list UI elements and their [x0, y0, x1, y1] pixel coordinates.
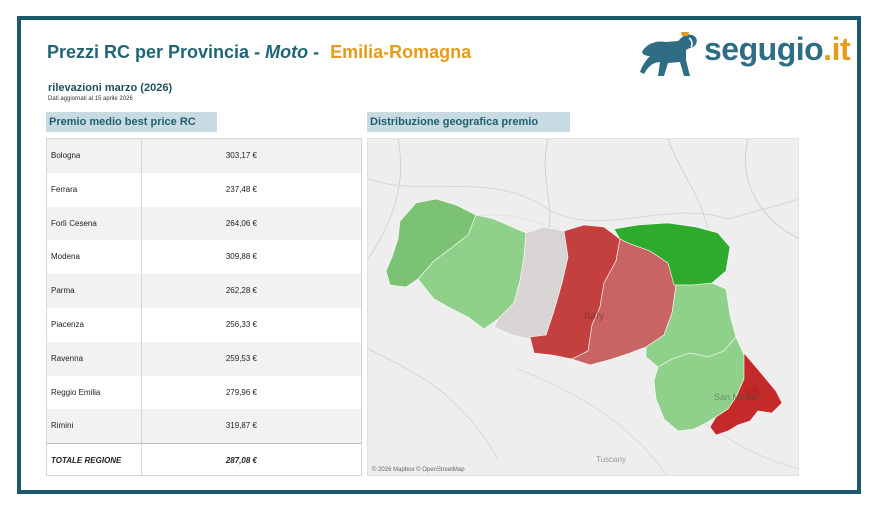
map-attribution[interactable]: © 2026 Mapbox © OpenStreetMap	[372, 467, 465, 473]
province-price: 264,06 €	[225, 218, 257, 228]
province-name: Forlì Cesena	[51, 218, 97, 228]
table-row[interactable]: Ferrara 237,48 €	[47, 173, 361, 207]
table-row[interactable]: Modena 309,88 €	[47, 240, 361, 274]
map-label-sanmarino: San Marino	[714, 392, 761, 402]
title-separator: -	[313, 42, 320, 62]
province-name: Bologna	[51, 151, 81, 160]
title-region: Emilia-Romagna	[330, 42, 472, 62]
price-table: Bologna 303,17 € Ferrara 237,48 € Forlì …	[46, 138, 362, 476]
province-name: Ravenna	[51, 353, 84, 363]
province-parma[interactable]	[417, 214, 527, 330]
survey-label: rilevazioni marzo (2026)	[48, 82, 173, 94]
map-canvas	[368, 139, 798, 475]
table-row[interactable]: Ravenna 259,53 €	[47, 341, 361, 376]
logo-wordmark: segugio.it	[704, 31, 851, 68]
dashboard-frame: Prezzi RC per Provincia - Moto - Emilia-…	[17, 16, 861, 494]
dog-icon	[640, 32, 697, 76]
column-divider	[141, 139, 142, 475]
total-price: 287,08 €	[225, 456, 257, 466]
title-vehicle: Moto	[265, 42, 309, 62]
province-price: 256,33 €	[225, 320, 257, 329]
title-prefix: Prezzi RC per Provincia -	[47, 42, 261, 62]
logo-suffix: .it	[823, 31, 851, 67]
province-price: 262,28 €	[225, 286, 257, 296]
total-row[interactable]: TOTALE REGIONE 287,08 €	[47, 443, 361, 477]
segugio-logo[interactable]: segugio.it	[636, 26, 851, 82]
province-name: Modena	[51, 252, 80, 262]
province-name: Reggio Emilia	[51, 387, 101, 397]
province-name: Rimini	[51, 421, 74, 431]
province-price: 237,48 €	[225, 184, 257, 194]
province-name: Ferrara	[51, 184, 78, 194]
province-price: 309,88 €	[225, 252, 257, 262]
map-section-label: Distribuzione geografica premio	[367, 112, 570, 132]
table-row[interactable]: Parma 262,28 €	[47, 274, 361, 308]
choropleth-map[interactable]: Italy San Marino Tuscany © 2026 Mapbox ©…	[367, 138, 799, 476]
map-label-tuscany: Tuscany	[596, 455, 626, 464]
province-price: 319,87 €	[225, 421, 257, 431]
updated-date: Dati aggiornati al 15 aprile 2026	[48, 96, 133, 102]
map-label-italy: Italy	[584, 310, 605, 322]
page-title: Prezzi RC per Provincia - Moto - Emilia-…	[47, 42, 471, 63]
total-label: TOTALE REGIONE	[51, 456, 122, 466]
table-row[interactable]: Reggio Emilia 279,96 €	[47, 376, 361, 410]
table-row[interactable]: Forlì Cesena 264,06 €	[47, 206, 361, 241]
logo-name: segugio	[704, 31, 824, 67]
table-section-label: Premio medio best price RC	[46, 112, 217, 132]
province-price: 279,96 €	[225, 387, 257, 397]
table-row[interactable]: Rimini 319,87 €	[47, 409, 361, 444]
province-name: Parma	[51, 286, 75, 296]
table-row[interactable]: Piacenza 256,33 €	[47, 308, 361, 342]
table-row[interactable]: Bologna 303,17 €	[47, 139, 361, 173]
province-name: Piacenza	[51, 320, 84, 329]
province-price: 303,17 €	[225, 151, 257, 160]
province-price: 259,53 €	[225, 353, 257, 363]
